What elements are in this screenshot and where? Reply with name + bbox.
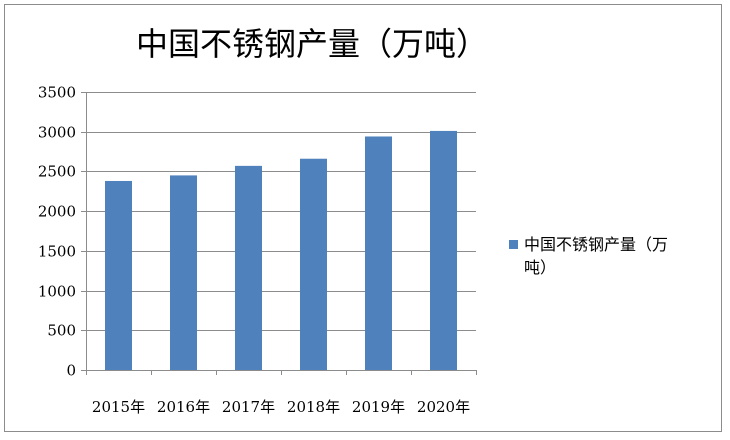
gridlines — [86, 92, 476, 331]
y-tick-label: 2500 — [38, 163, 76, 181]
chart-title: 中国不锈钢产量（万吨） — [136, 25, 488, 63]
y-tick-label: 0 — [66, 362, 76, 380]
legend-swatch — [509, 240, 518, 249]
legend-label-line-2: 吨） — [524, 258, 556, 277]
legend-label-line-1: 中国不锈钢产量（万 — [524, 235, 668, 254]
legend: 中国不锈钢产量（万 吨） — [509, 235, 668, 277]
x-tick-label: 2017年 — [222, 398, 275, 416]
x-tick-label: 2019年 — [352, 398, 405, 416]
x-tick-label: 2020年 — [417, 398, 470, 416]
bar-0 — [105, 180, 132, 370]
bar-1 — [170, 175, 197, 370]
y-tick-label: 500 — [47, 322, 76, 340]
x-tick-labels: 2015年 2016年 2017年 2018年 2019年 2020年 — [92, 398, 470, 416]
y-tick-label: 3500 — [38, 84, 76, 102]
bar-4 — [365, 136, 392, 370]
bar-5 — [430, 130, 457, 370]
x-tick-label: 2016年 — [157, 398, 210, 416]
x-tick-label: 2018年 — [287, 398, 340, 416]
y-tick-label: 1500 — [38, 243, 76, 261]
y-tick-label: 2000 — [38, 203, 76, 221]
y-tick-labels: 0 500 1000 1500 2000 2500 3000 3500 — [38, 84, 76, 380]
bar-chart: 中国不锈钢产量（万吨） 0 500 1000 1500 2000 2500 3000 3500… — [38, 25, 668, 416]
axes — [81, 92, 477, 375]
bar-3 — [300, 158, 327, 370]
x-tick-label: 2015年 — [92, 398, 145, 416]
y-tick-label: 3000 — [38, 124, 76, 142]
bars — [105, 130, 457, 370]
y-tick-label: 1000 — [38, 283, 76, 301]
bar-2 — [235, 165, 262, 370]
chart-frame: 中国不锈钢产量（万吨） 0 500 1000 1500 2000 2500 3000 3500… — [4, 4, 722, 432]
